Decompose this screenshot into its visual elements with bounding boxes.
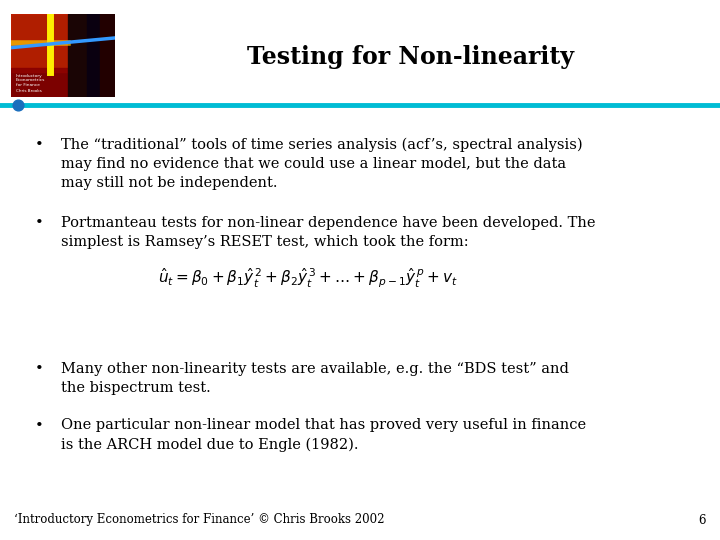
Bar: [11, 68, 68, 97]
Text: Portmanteau tests for non-linear dependence have been developed. The
simplest is: Portmanteau tests for non-linear depende…: [61, 216, 595, 249]
Text: Many other non-linearity tests are available, e.g. the “BDS test” and
the bispec: Many other non-linearity tests are avail…: [61, 362, 569, 395]
Text: The “traditional” tools of time series analysis (acf’s, spectral analysis)
may f: The “traditional” tools of time series a…: [61, 138, 582, 190]
Text: Introductory
Econometrics
for Finance: Introductory Econometrics for Finance: [16, 74, 45, 87]
Text: •: •: [35, 362, 44, 376]
Text: Chris Brooks: Chris Brooks: [16, 89, 42, 93]
Text: •: •: [35, 216, 44, 230]
Text: One particular non-linear model that has proved very useful in finance
is the AR: One particular non-linear model that has…: [61, 418, 586, 452]
Text: Testing for Non-linearity: Testing for Non-linearity: [247, 45, 574, 69]
Bar: [87, 14, 99, 97]
Bar: [99, 14, 115, 97]
Text: ‘Introductory Econometrics for Finance’ © Chris Brooks 2002: ‘Introductory Econometrics for Finance’ …: [14, 514, 385, 526]
Bar: [11, 14, 68, 72]
Text: •: •: [35, 138, 44, 152]
Text: $\hat{u}_t = \beta_0 + \beta_1\hat{y}_t^{\,2} + \beta_2\hat{y}_t^{\,3} +\ldots+\: $\hat{u}_t = \beta_0 + \beta_1\hat{y}_t^…: [158, 266, 458, 290]
Bar: [68, 14, 87, 97]
Text: 6: 6: [698, 514, 706, 526]
Point: [12, 101, 24, 110]
Text: •: •: [35, 418, 44, 433]
